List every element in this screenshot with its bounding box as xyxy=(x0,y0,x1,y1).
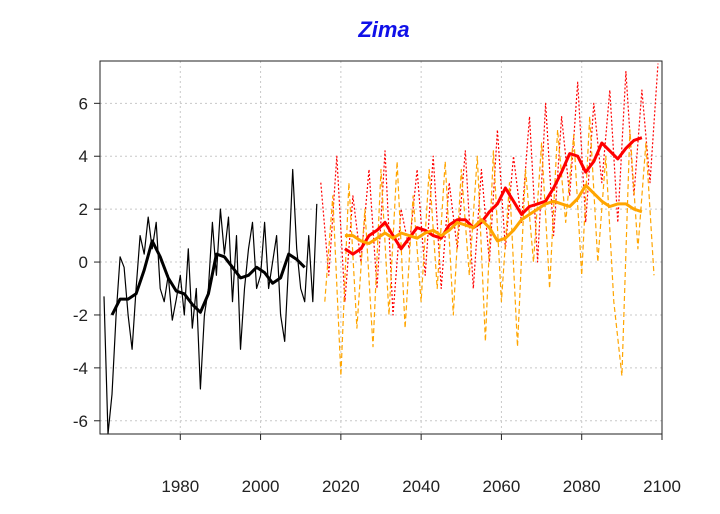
x-tick-label: 1980 xyxy=(161,477,199,496)
series-scenario-orange-annual-line xyxy=(324,115,655,377)
x-tick-label: 2020 xyxy=(322,477,360,496)
y-tick-label: 4 xyxy=(79,147,88,166)
y-axis: -6 -4 -2 0 2 4 6 xyxy=(73,94,100,431)
y-tick-label: 2 xyxy=(79,200,88,219)
series-layer xyxy=(103,63,659,435)
x-axis: 1980 2000 2020 2040 2060 2080 2100 xyxy=(161,434,681,496)
series-scenario-red-annual-line xyxy=(320,63,659,316)
series-scenario-orange-smooth-line xyxy=(344,183,643,245)
x-tick-label: 2080 xyxy=(563,477,601,496)
series-observed-smooth-line xyxy=(110,239,306,316)
plot-frame xyxy=(99,60,663,435)
chart-title: Zima xyxy=(357,17,409,42)
grid xyxy=(100,61,663,434)
y-tick-label: 0 xyxy=(79,253,88,272)
y-tick-label: -2 xyxy=(73,306,88,325)
x-tick-label: 2060 xyxy=(483,477,521,496)
x-tick-label: 2000 xyxy=(242,477,280,496)
series-observed-annual-line xyxy=(103,168,318,435)
x-tick-label: 2100 xyxy=(643,477,681,496)
y-tick-label: 6 xyxy=(79,94,88,113)
x-tick-label: 2040 xyxy=(402,477,440,496)
y-tick-label: -4 xyxy=(73,359,88,378)
y-tick-label: -6 xyxy=(73,412,88,431)
